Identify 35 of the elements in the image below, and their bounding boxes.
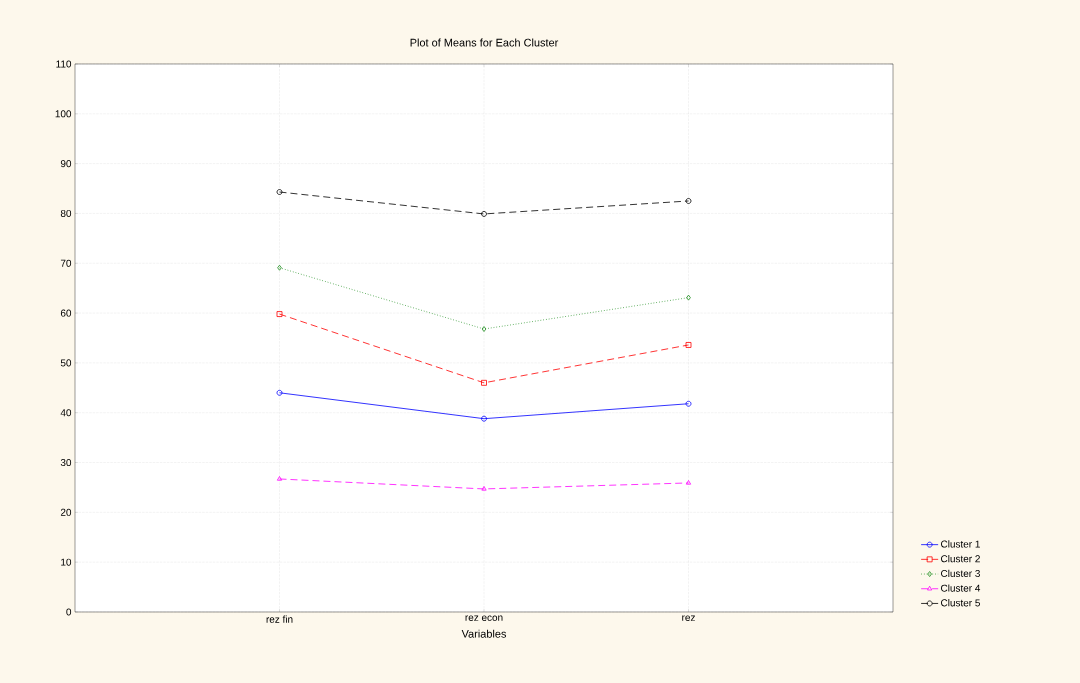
x-tick-label: rez [682, 615, 695, 621]
y-tick-label: 110 [56, 60, 72, 68]
point [481, 211, 487, 217]
point [276, 311, 283, 317]
chart-title: Plot of Means for Each Cluster [410, 38, 559, 47]
y-tick-label: 90 [60, 160, 72, 168]
point [481, 415, 487, 422]
point [276, 189, 283, 195]
point [276, 476, 283, 481]
y-tick-label: 10 [61, 558, 72, 566]
point [481, 326, 487, 332]
legend-label: Cluster 5 [941, 599, 980, 607]
point [686, 294, 691, 301]
y-tick-label: 60 [60, 309, 72, 317]
y-tick-label: 50 [60, 359, 72, 367]
y-tick-label: 100 [55, 110, 72, 118]
y-tick-label: 20 [60, 508, 72, 516]
y-tick-label: 70 [60, 259, 72, 267]
y-tick-label: 0 [66, 608, 72, 616]
point [481, 486, 487, 491]
point [685, 480, 692, 485]
point [277, 264, 282, 271]
point [685, 342, 692, 348]
legend-label: Cluster 2 [941, 554, 980, 563]
legend-label: Cluster 1 [941, 540, 980, 548]
x-axis-title: Variables [461, 629, 507, 638]
x-tick-label: rez econ [465, 615, 503, 621]
y-tick-label: 30 [60, 459, 72, 467]
point [481, 379, 487, 386]
x-tick-label: rez fin [266, 615, 293, 623]
y-tick-label: 80 [60, 209, 72, 217]
point [685, 198, 692, 204]
y-tick-label: 40 [60, 409, 72, 417]
legend-label: Cluster 3 [941, 569, 980, 577]
legend-label: Cluster 4 [941, 584, 981, 592]
